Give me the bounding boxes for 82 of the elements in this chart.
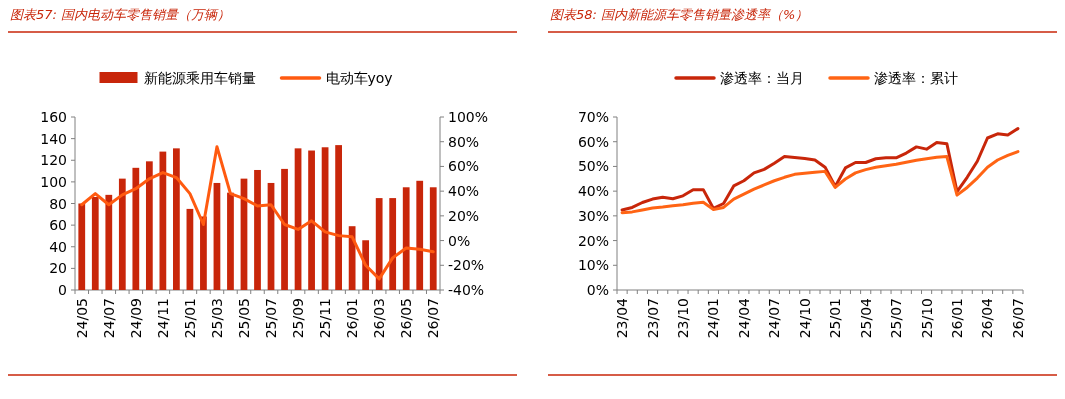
bar (281, 168, 288, 290)
y-tick-label: 0% (586, 282, 609, 298)
y-tick-label: 10% (577, 257, 609, 274)
bar (118, 178, 126, 290)
x-tick-label: 26/07 (1009, 298, 1026, 339)
y-tick-label: 0 (58, 282, 67, 298)
y-tick-label: 60% (577, 133, 609, 150)
legend-label: 电动车yoy (325, 70, 393, 86)
y-tick-label: 80 (49, 195, 67, 212)
bar (308, 150, 315, 290)
y-tick-label: 30% (577, 207, 609, 224)
bar (375, 198, 383, 290)
y2-tick-label: 60% (448, 158, 480, 175)
bar (335, 145, 342, 290)
x-tick-label: 24/05 (73, 298, 90, 339)
line-series (620, 150, 1020, 215)
y-tick-label: 50% (577, 158, 609, 175)
x-tick-label: 25/09 (290, 298, 307, 339)
legend-label: 渗透率：当月 (720, 70, 804, 86)
x-tick-label: 24/09 (127, 298, 144, 339)
x-tick-label: 24/10 (796, 298, 813, 339)
bar (227, 192, 234, 290)
line-series (80, 145, 435, 281)
y-tick-label: 40% (577, 183, 609, 200)
legend-label: 渗透率：累计 (874, 70, 958, 86)
y-tick-label: 70% (577, 109, 609, 125)
x-tick-label: 23/10 (674, 298, 691, 339)
bar (78, 203, 86, 290)
bar (200, 216, 207, 290)
chart-title: 图表58: 国内新能源车零售销量渗透率（%） (550, 7, 809, 22)
x-tick-label: 24/07 (100, 298, 117, 339)
chart-title: 图表57: 国内电动车零售销量（万辆） (10, 7, 231, 22)
bar (402, 187, 410, 290)
x-tick-label: 24/01 (705, 298, 722, 339)
x-tick-label: 25/07 (263, 298, 280, 339)
x-tick-label: 25/01 (181, 298, 198, 339)
x-tick-label: 26/01 (949, 298, 966, 339)
bar (105, 194, 113, 290)
x-tick-label: 24/11 (154, 298, 171, 339)
x-tick-label: 26/01 (344, 298, 361, 339)
y-tick-label: 20 (49, 260, 67, 277)
x-tick-label: 25/11 (317, 298, 334, 339)
bar (91, 197, 99, 290)
x-tick-label: 25/07 (888, 298, 905, 339)
x-tick-label: 26/03 (371, 298, 388, 339)
x-tick-label: 25/03 (208, 298, 225, 339)
bar (145, 161, 153, 290)
x-tick-label: 24/04 (735, 297, 752, 339)
x-tick-label: 23/04 (614, 297, 631, 339)
y2-tick-label: 0% (448, 232, 471, 249)
bar (348, 226, 356, 290)
x-tick-label: 25/05 (235, 298, 252, 339)
legend-label: 新能源乘用车销量 (143, 70, 256, 86)
x-tick-label: 25/04 (857, 297, 874, 339)
y-tick-label: 160 (40, 109, 67, 125)
y-tick-label: 140 (40, 130, 67, 147)
y-tick-label: 60 (49, 217, 67, 234)
bar (173, 148, 180, 290)
x-tick-label: 26/05 (398, 298, 415, 339)
x-tick-label: 23/07 (644, 298, 661, 339)
line-series (620, 127, 1020, 212)
y-tick-label: 100 (40, 173, 67, 190)
y-tick-label: 20% (577, 232, 609, 249)
x-tick-label: 24/07 (766, 298, 783, 339)
y-tick-label: 40 (49, 238, 67, 255)
y2-tick-label: 100% (448, 109, 489, 125)
y2-tick-label: 80% (448, 133, 480, 150)
y-tick-label: 120 (40, 152, 67, 169)
bar (254, 169, 261, 290)
bar (429, 187, 437, 290)
bar (416, 180, 424, 290)
bar (159, 151, 167, 290)
bar (389, 198, 397, 290)
x-tick-label: 26/04 (979, 297, 996, 339)
x-tick-label: 25/01 (827, 298, 844, 339)
y2-tick-label: 20% (448, 207, 480, 224)
bar (132, 167, 140, 290)
y2-tick-label: -20% (448, 257, 485, 274)
y2-tick-label: 40% (448, 183, 480, 200)
x-tick-label: 26/07 (425, 298, 442, 339)
y2-tick-label: -40% (448, 282, 485, 298)
x-tick-label: 25/10 (918, 298, 935, 339)
